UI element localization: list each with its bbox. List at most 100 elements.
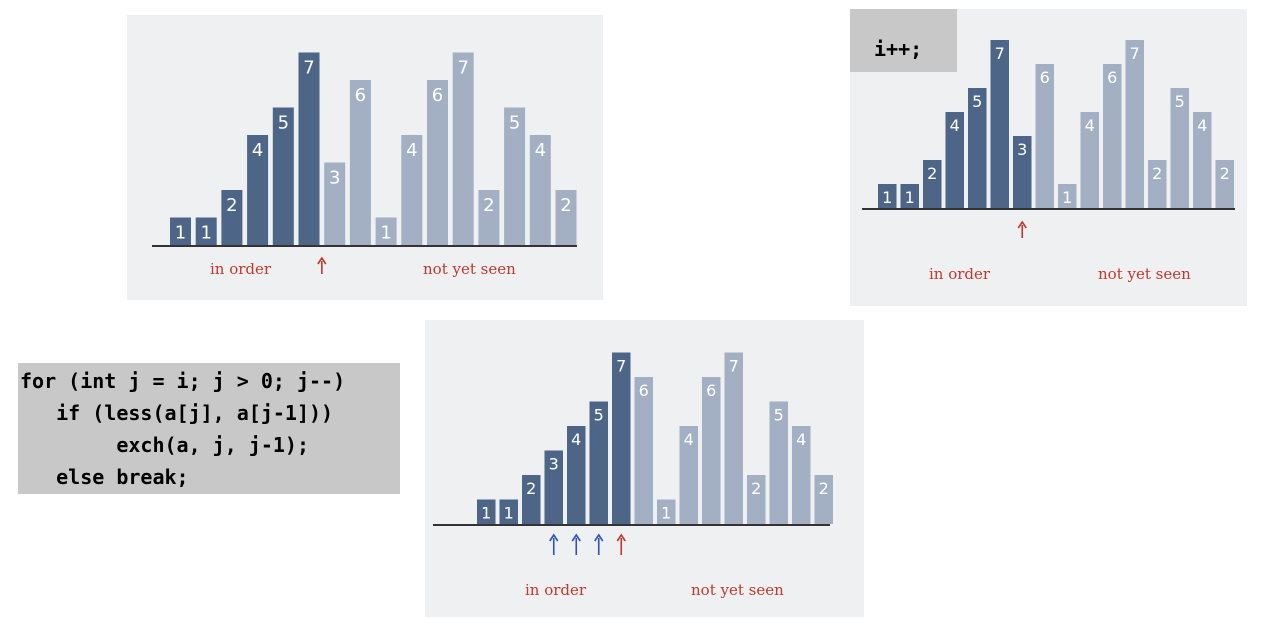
- bar-label: 7: [616, 357, 626, 376]
- label-in-order: in order: [210, 260, 272, 278]
- bar-label: 1: [905, 188, 915, 207]
- bar-7: [452, 52, 474, 245]
- bar-label: 4: [1197, 116, 1207, 135]
- bar-label: 2: [526, 479, 536, 498]
- bar-1: [900, 184, 919, 208]
- bar-2: [478, 190, 500, 245]
- bar-label: 1: [504, 504, 514, 523]
- bar-label: 7: [457, 58, 468, 79]
- bar-5: [272, 107, 294, 245]
- bar-2: [814, 475, 833, 524]
- bar-5: [769, 401, 788, 524]
- bar-2: [747, 475, 766, 524]
- up-arrow-icon: [317, 256, 327, 274]
- bar-4: [945, 112, 964, 208]
- bar-label: 1: [380, 223, 391, 244]
- up-arrow-icon: [571, 533, 581, 555]
- bar-label: 1: [882, 188, 892, 207]
- bar-label: 3: [329, 168, 340, 189]
- bar-6: [702, 377, 721, 524]
- label-not-yet-seen: not yet seen: [1098, 265, 1191, 283]
- bar-7: [724, 352, 743, 524]
- bar-label: 7: [303, 58, 314, 79]
- bar-label: 7: [995, 44, 1005, 63]
- bar-2: [555, 190, 577, 245]
- bar-2: [522, 475, 541, 524]
- bar-label: 4: [796, 430, 806, 449]
- up-arrow-icon: [616, 533, 626, 555]
- bar-4: [792, 426, 811, 524]
- bar-2: [221, 190, 243, 245]
- bar-label: 2: [483, 195, 494, 216]
- code-increment-box: i++;: [850, 9, 957, 72]
- bar-6: [1103, 64, 1122, 208]
- up-arrow-icon: [594, 533, 604, 555]
- bar-label: 1: [200, 223, 211, 244]
- bar-label: 6: [1040, 68, 1050, 87]
- bar-label: 1: [481, 504, 491, 523]
- bar-label: 3: [549, 455, 559, 474]
- bar-2: [1148, 160, 1167, 208]
- bar-label: 1: [175, 223, 186, 244]
- bar-6: [427, 80, 448, 245]
- bar-label: 4: [535, 140, 546, 161]
- bar-label: 4: [571, 430, 581, 449]
- bar-7: [612, 352, 631, 524]
- bar-label: 5: [1175, 92, 1185, 111]
- bar-1: [499, 499, 518, 524]
- bar-label: 4: [252, 140, 263, 161]
- bar-5: [1170, 88, 1189, 208]
- bar-2: [1215, 160, 1234, 208]
- bar-3: [324, 162, 346, 245]
- bar-5: [589, 401, 608, 524]
- bar-label: 6: [639, 381, 649, 400]
- bar-4: [401, 135, 423, 245]
- bar-label: 2: [927, 164, 937, 183]
- bar-6: [1035, 64, 1054, 208]
- bar-label: 7: [729, 357, 739, 376]
- bar-2: [923, 160, 942, 208]
- bar-label: 5: [594, 406, 604, 425]
- bar-1: [195, 217, 217, 245]
- bar-4: [679, 426, 698, 524]
- code-line-3: exch(a, j, j-1);: [20, 433, 309, 457]
- bar-6: [634, 377, 653, 524]
- bar-label: 6: [1107, 68, 1117, 87]
- bar-label: 6: [432, 85, 443, 106]
- bar-label: 5: [509, 113, 520, 134]
- bar-1: [477, 499, 496, 524]
- bar-label: 3: [1017, 140, 1027, 159]
- label-in-order: in order: [525, 581, 587, 599]
- bar-label: 5: [972, 92, 982, 111]
- code-increment: i++;: [874, 37, 923, 61]
- code-line-2: if (less(a[j], a[j-1])): [20, 401, 334, 425]
- bar-3: [1013, 136, 1032, 208]
- bar-label: 4: [950, 116, 960, 135]
- label-in-order: in order: [929, 265, 991, 283]
- bar-1: [657, 499, 676, 524]
- bar-4: [567, 426, 586, 524]
- code-line-1: for (int j = i; j > 0; j--): [20, 369, 346, 393]
- up-arrow-icon: [549, 533, 559, 555]
- bar-6: [349, 80, 371, 245]
- bar-4: [1193, 112, 1212, 208]
- bar-label: 2: [560, 195, 571, 216]
- bar-label: 4: [406, 140, 417, 161]
- bar-label: 1: [661, 504, 671, 523]
- bar-label: 6: [706, 381, 716, 400]
- bar-7: [990, 40, 1009, 208]
- bar-4: [1080, 112, 1099, 208]
- bar-label: 4: [1085, 116, 1095, 135]
- bar-label: 4: [684, 430, 694, 449]
- label-not-yet-seen: not yet seen: [423, 260, 516, 278]
- bar-label: 2: [751, 479, 761, 498]
- bar-label: 2: [226, 195, 237, 216]
- bar-1: [170, 217, 191, 245]
- bar-label: 2: [1220, 164, 1230, 183]
- code-block: for (int j = i; j > 0; j--) if (less(a[j…: [18, 363, 400, 494]
